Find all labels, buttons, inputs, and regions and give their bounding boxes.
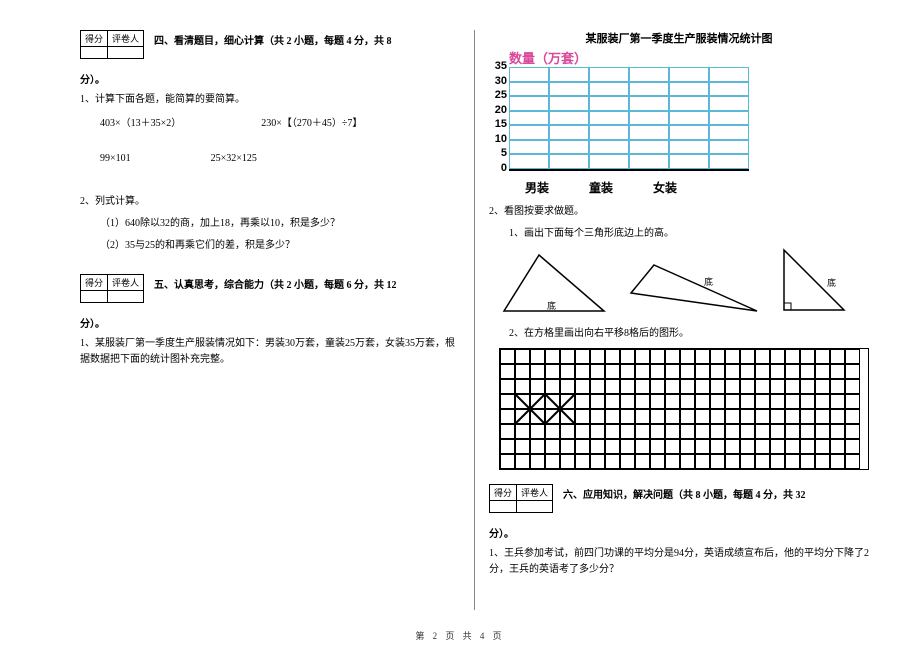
s4-q2a: （1）640除以32的商，加上18，再乘以10，积是多少？ [80, 216, 460, 232]
tri-label: 底 [704, 275, 713, 288]
section-4-header: 得分 评卷人 四、看清题目，细心计算（共 2 小题，每题 4 分，共 8 [80, 30, 460, 59]
triangle-2: 底 [629, 263, 759, 316]
right-column: 某服装厂第一季度生产服装情况统计图 数量（万套） 35 30 25 20 15 … [479, 30, 879, 610]
score-cell [81, 47, 108, 59]
reviewer-cell [108, 47, 144, 59]
section-5-title-tail: 分）。 [80, 315, 460, 330]
tri-label: 底 [827, 276, 836, 289]
s5-q2: 2、看图按要求做题。 [489, 204, 869, 220]
reviewer-cell-label: 评卷人 [108, 31, 144, 47]
expr-1: 403×（13＋35×2） [100, 114, 181, 129]
s4-q2b: （2）35与25的和再乘它们的差，积是多少？ [80, 238, 460, 254]
triangle-1: 底 [499, 253, 609, 316]
chart-grid [509, 67, 869, 169]
score-table: 得分 评卷人 [80, 30, 144, 59]
section-5-header: 得分 评卷人 五、认真思考，综合能力（共 2 小题，每题 6 分，共 12 [80, 274, 460, 303]
reviewer-cell [517, 500, 553, 512]
section-6-title-tail: 分）。 [489, 525, 869, 540]
y-tick: 10 [489, 133, 507, 148]
x-cat: 女装 [653, 179, 677, 196]
calc-row-2: 99×101 25×32×125 [100, 153, 460, 164]
expr-4: 25×32×125 [211, 153, 257, 164]
s4-q1: 1、计算下面各题，能简算的要简算。 [80, 92, 460, 108]
score-table-5: 得分 评卷人 [80, 274, 144, 303]
y-tick: 0 [489, 162, 507, 177]
score-cell-label: 得分 [81, 31, 108, 47]
reviewer-cell-label: 评卷人 [108, 275, 144, 291]
page-footer: 第 2 页 共 4 页 [0, 629, 920, 642]
section-4-title-tail: 分）。 [80, 71, 460, 86]
y-tick: 5 [489, 147, 507, 162]
x-axis-line [509, 169, 749, 177]
s5-q2b: 2、在方格里画出向右平移8格后的图形。 [489, 326, 869, 342]
y-tick: 25 [489, 89, 507, 104]
s5-q2a: 1、画出下面每个三角形底边上的高。 [489, 226, 869, 242]
y-tick: 15 [489, 118, 507, 133]
s5-q1: 1、某服装厂第一季度生产服装情况如下：男装30万套，童装25万套，女装35万套，… [80, 336, 460, 368]
y-tick: 20 [489, 104, 507, 119]
x-cat: 男装 [525, 179, 549, 196]
reviewer-cell [108, 291, 144, 303]
translate-grid-container [499, 348, 869, 470]
reviewer-cell-label: 评卷人 [517, 484, 553, 500]
score-cell-label: 得分 [81, 275, 108, 291]
calc-row-1: 403×（13＋35×2） 230×【（270＋45）÷7】 [100, 114, 460, 129]
page-content: 得分 评卷人 四、看清题目，细心计算（共 2 小题，每题 4 分，共 8 分）。… [0, 0, 920, 630]
s6-q1: 1、王兵参加考试，前四门功课的平均分是94分，英语成绩宣布后，他的平均分下降了2… [489, 546, 869, 578]
section-5-title: 五、认真思考，综合能力（共 2 小题，每题 6 分，共 12 [154, 276, 397, 291]
score-cell [490, 500, 517, 512]
score-cell [81, 291, 108, 303]
square-grid [499, 348, 869, 470]
column-divider [474, 30, 475, 610]
score-table-6: 得分 评卷人 [489, 484, 553, 513]
s4-q2: 2、列式计算。 [80, 194, 460, 210]
expr-2: 230×【（270＋45）÷7】 [261, 114, 362, 129]
tri-label: 底 [547, 299, 556, 312]
section-6-title: 六、应用知识，解决问题（共 8 小题，每题 4 分，共 32 [563, 486, 806, 501]
triangles-row: 底 底 底 [499, 248, 869, 316]
y-tick: 30 [489, 75, 507, 90]
triangle-3: 底 [779, 248, 849, 316]
bar-chart: 35 30 25 20 15 10 5 0 [509, 67, 869, 177]
y-axis-label: 数量（万套） [509, 48, 869, 67]
section-6-header: 得分 评卷人 六、应用知识，解决问题（共 8 小题，每题 4 分，共 32 [489, 484, 869, 513]
chart-title: 某服装厂第一季度生产服装情况统计图 [489, 30, 869, 46]
expr-3: 99×101 [100, 153, 131, 164]
y-tick: 35 [489, 60, 507, 75]
x-cat: 童装 [589, 179, 613, 196]
y-ticks: 35 30 25 20 15 10 5 0 [489, 60, 507, 176]
score-cell-label: 得分 [490, 484, 517, 500]
x-categories: 男装 童装 女装 [489, 179, 869, 196]
left-column: 得分 评卷人 四、看清题目，细心计算（共 2 小题，每题 4 分，共 8 分）。… [70, 30, 470, 610]
section-4-title: 四、看清题目，细心计算（共 2 小题，每题 4 分，共 8 [154, 32, 392, 47]
